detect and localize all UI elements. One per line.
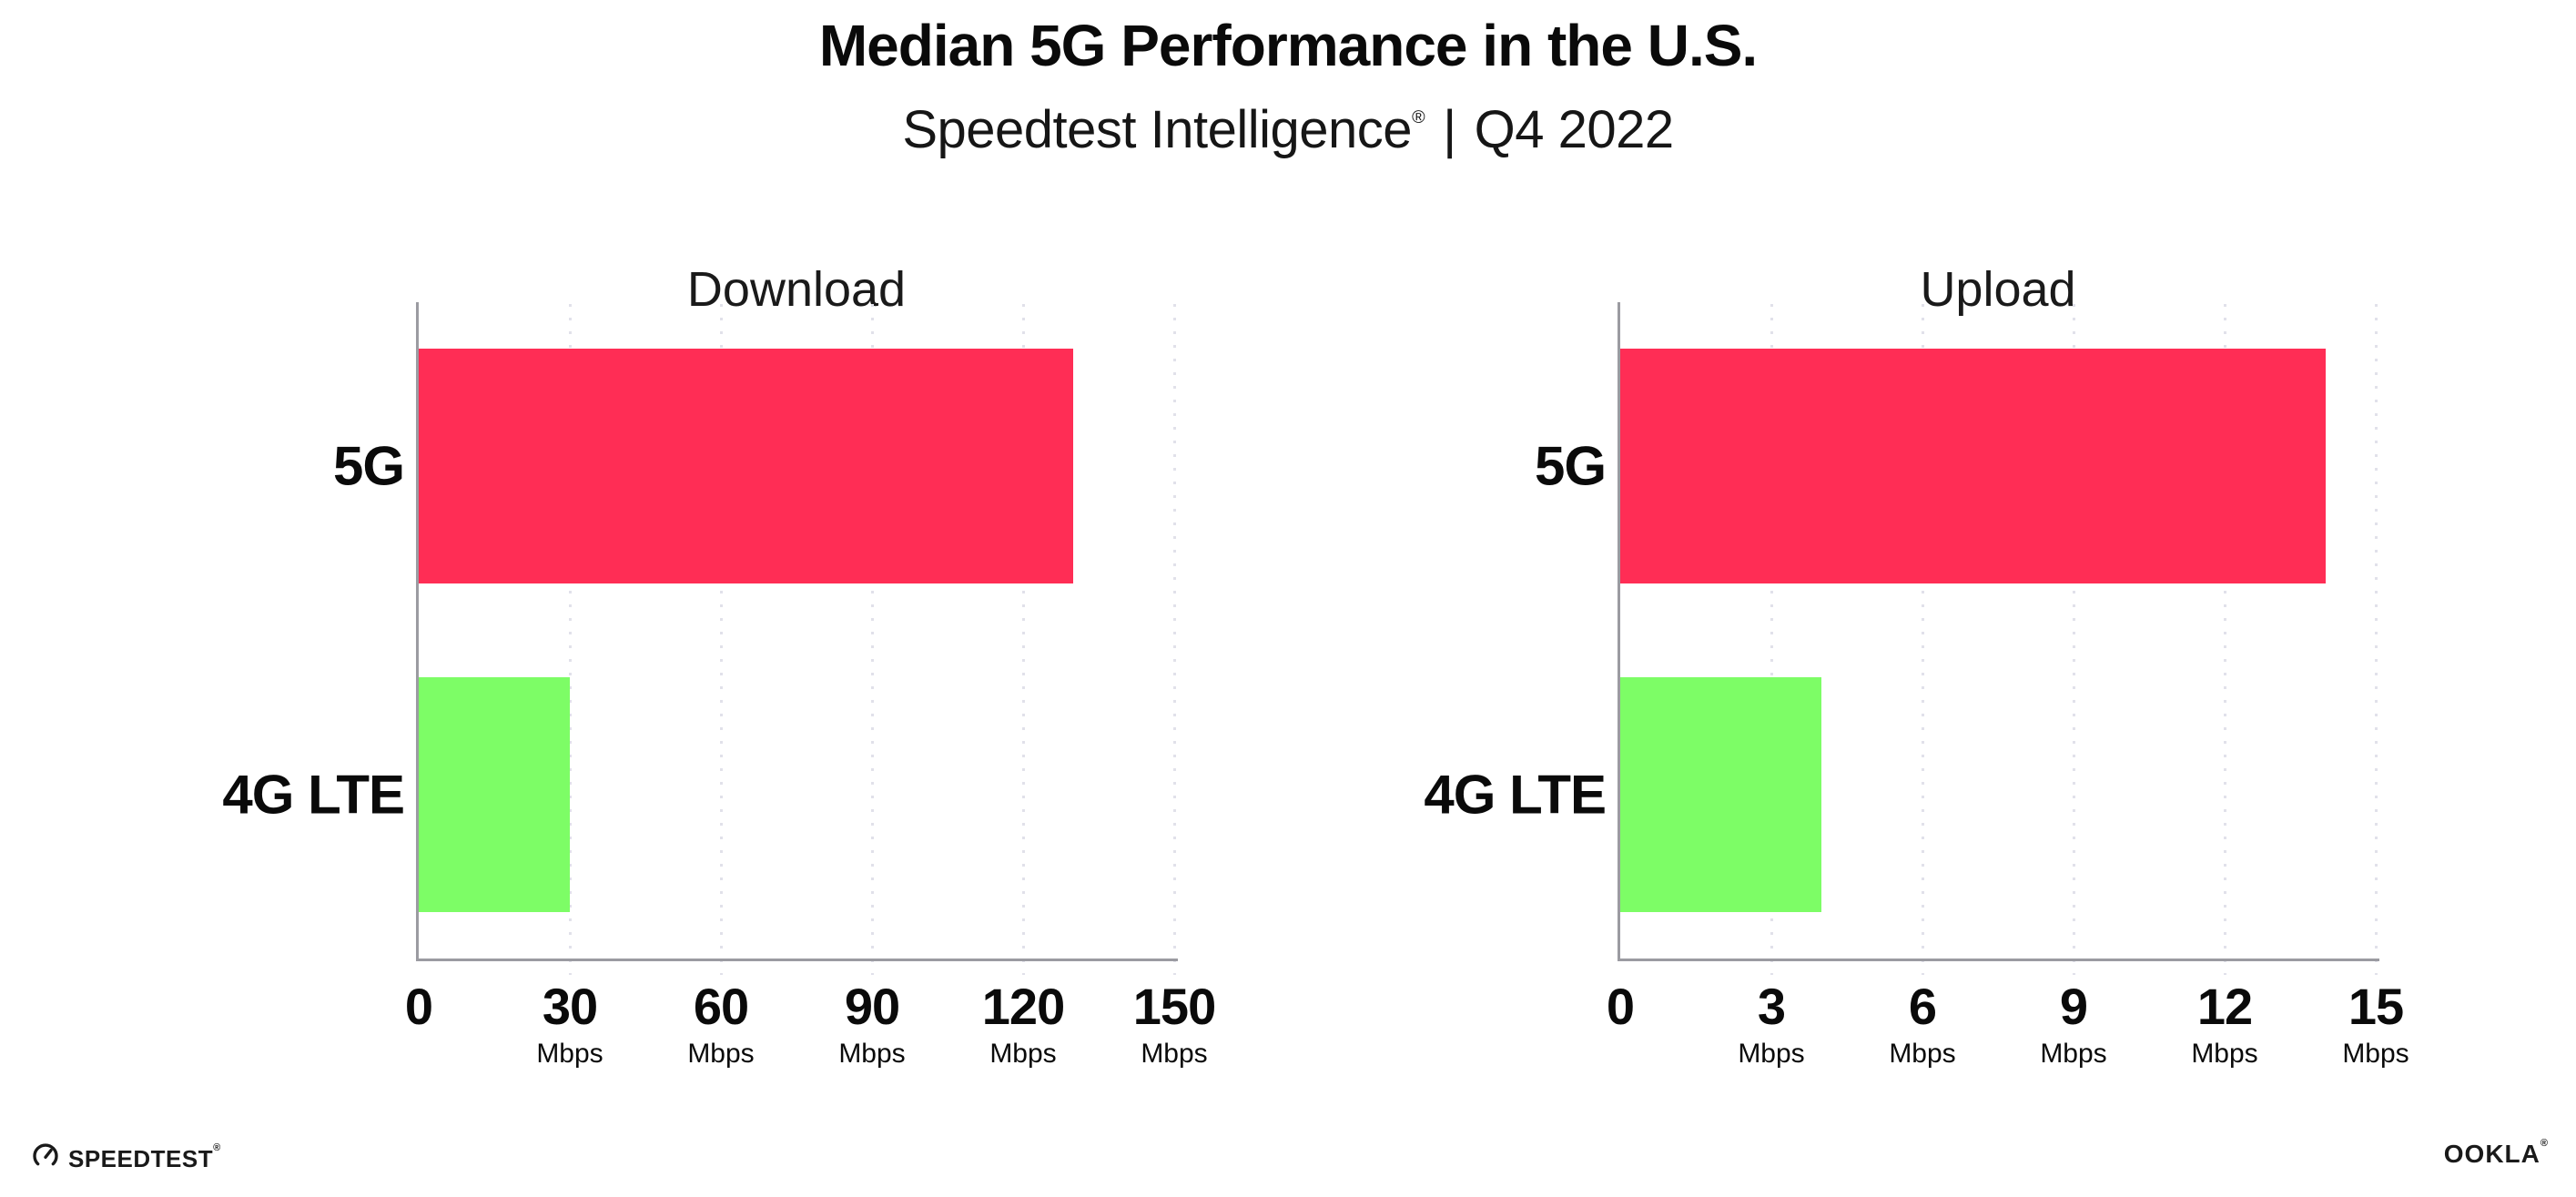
category-label-4g-lte: 4G LTE [1424,764,1607,826]
tick-unit-label: Mbps [838,1039,906,1069]
download-x-axis-line [416,959,1178,961]
download-chart-panel: Download 5G 4G LTE 0 30 Mbps 60 Mbps 90 Mbps 120… [200,220,1216,1140]
chart-subtitle: Speedtest Intelligence® | Q4 2022 [0,104,2576,157]
x-tick: 120 Mbps [981,978,1065,1069]
4g-lte-bar [419,677,570,912]
x-tick: 6 Mbps [1889,981,1955,1068]
page-title: Median 5G Performance in the U.S. [818,13,1758,78]
ookla-registered-icon: ® [2540,1137,2549,1149]
gridline [1022,304,1025,975]
chart-title-download: Download [686,261,907,317]
tick-value: 90 [844,978,900,1035]
tick-value: 12 [2196,978,2253,1035]
speedtest-gauge-icon [31,1141,60,1175]
subtitle-period: Q4 2022 [1474,100,1675,159]
download-y-axis-line [416,302,419,961]
tick-value: 6 [1908,978,1937,1035]
x-tick: 30 Mbps [536,981,603,1068]
tick-unit-label: Mbps [2040,1039,2107,1069]
chart-title-upload: Upload [1920,261,2076,317]
category-label-5g: 5G [1534,435,1607,497]
tick-value: 0 [1606,978,1635,1035]
gridline [2224,304,2226,975]
tick-value: 9 [2059,978,2088,1035]
x-tick: 9 Mbps [2040,981,2106,1068]
registered-trademark-icon: ® [1412,107,1425,127]
tick-unit-label: Mbps [536,1039,603,1069]
4g-lte-bar [1620,677,1821,912]
tick-unit-label: Mbps [2342,1039,2409,1069]
upload-x-axis-line [1618,959,2379,961]
gridline [569,304,572,975]
gridline [2375,304,2378,975]
charts-row: Download 5G 4G LTE 0 30 Mbps 60 Mbps 90 Mbps 120… [0,220,2576,1140]
x-tick: 0 [1606,978,1635,1035]
tick-unit-label: Mbps [2191,1039,2258,1069]
upload-x-axis: 0 3 Mbps 6 Mbps 9 Mbps 12 Mbps 15 Mbps [1607,961,2409,1125]
subtitle-separator: | [1443,100,1456,159]
tick-value: 15 [2348,978,2404,1035]
ookla-wordmark: OOKLA [2443,1140,2541,1168]
upload-plot-area [1620,302,2378,975]
upload-y-axis-line [1618,302,1620,961]
tick-unit-label: Mbps [989,1039,1057,1069]
x-tick: 0 [404,978,433,1035]
tick-value: 120 [981,978,1065,1035]
tick-value: 60 [693,978,749,1035]
upload-category-axis: 5G 4G LTE [1402,302,1620,959]
category-label-4g-lte: 4G LTE [222,764,405,826]
tick-unit-label: Mbps [1141,1039,1208,1069]
gridline [1173,304,1176,975]
tick-value: 150 [1132,978,1216,1035]
5g-bar [1620,349,2326,583]
tick-unit-label: Mbps [1889,1039,1956,1069]
upload-chart-panel: Upload 5G 4G LTE 0 3 Mbps 6 Mbps 9 Mbps 12 Mbps 15… [1402,220,2409,1140]
tick-unit-label: Mbps [1738,1039,1805,1069]
x-tick: 15 Mbps [2342,981,2409,1068]
x-tick: 150 Mbps [1132,978,1216,1069]
speedtest-logo: SPEEDTEST® [31,1141,221,1175]
x-tick: 90 Mbps [838,981,905,1068]
tick-value: 3 [1757,978,1786,1035]
x-tick: 60 Mbps [687,981,754,1068]
gridline [1770,304,1773,975]
category-label-5g: 5G [332,435,405,497]
gridline [720,304,723,975]
download-x-axis: 0 30 Mbps 60 Mbps 90 Mbps 120 Mbps 150 Mbps [405,961,1216,1125]
x-tick: 3 Mbps [1738,981,1804,1068]
gridline [871,304,874,975]
subtitle-product: Speedtest Intelligence [902,100,1413,159]
ookla-logo: OOKLA® [2443,1137,2549,1168]
chart-header: Median 5G Performance in the U.S. Speedt… [0,0,2576,157]
download-category-axis: 5G 4G LTE [200,302,419,959]
gridline [2073,304,2075,975]
tick-value: 0 [404,978,433,1035]
tick-value: 30 [542,978,598,1035]
gridline [1922,304,1924,975]
speedtest-registered-icon: ® [213,1141,221,1153]
download-plot-area [419,302,1176,975]
5g-bar [419,349,1073,583]
speedtest-wordmark: SPEEDTEST® [68,1141,221,1172]
x-tick: 12 Mbps [2191,981,2257,1068]
tick-unit-label: Mbps [687,1039,755,1069]
